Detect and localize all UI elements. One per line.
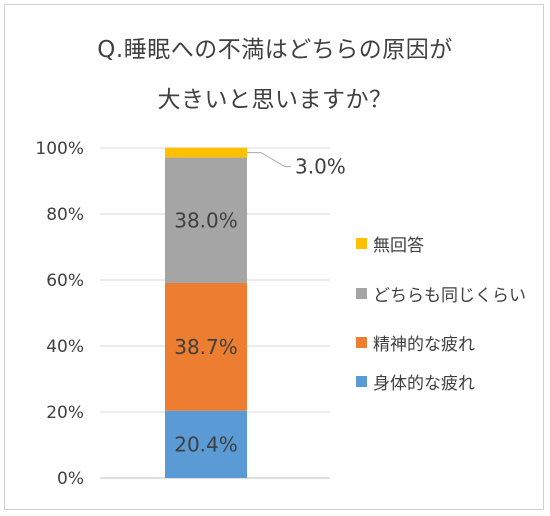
legend-label: どちらも同じくらい xyxy=(373,285,526,306)
legend-swatch xyxy=(356,375,367,387)
legend-item: 身体的な疲れ xyxy=(356,370,475,394)
legend-item: 精神的な疲れ xyxy=(356,331,475,355)
bar-segment xyxy=(165,282,247,411)
chart-title-line-1: Q.睡眠への不満はどちらの原因が xyxy=(97,37,453,63)
y-tick-label: 80% xyxy=(46,205,84,225)
legend-swatch xyxy=(356,336,367,348)
y-tick-label: 0% xyxy=(57,469,84,489)
bar-segment xyxy=(165,147,247,158)
y-tick-label: 100% xyxy=(35,139,84,159)
legend-swatch xyxy=(356,237,367,249)
y-tick-label: 40% xyxy=(46,337,84,357)
legend-label: 精神的な疲れ xyxy=(373,334,475,355)
bar-segment xyxy=(165,410,247,478)
legend-label: 無回答 xyxy=(373,235,424,256)
data-label: 38.7% xyxy=(174,335,238,359)
legend-item: どちらも同じくらい xyxy=(356,282,526,306)
y-tick-label: 60% xyxy=(46,271,84,291)
legend-item: 無回答 xyxy=(356,232,424,256)
y-tick-label: 20% xyxy=(46,403,84,423)
data-label: 3.0% xyxy=(295,155,346,179)
chart-frame xyxy=(4,4,544,510)
data-label: 38.0% xyxy=(174,208,238,232)
bar-segment xyxy=(165,157,247,283)
chart-title-line-2: 大きいと思いますか？ xyxy=(157,87,393,113)
legend-swatch xyxy=(356,287,367,299)
data-label: 20.4% xyxy=(174,432,238,456)
leader-line xyxy=(247,152,291,168)
legend-label: 身体的な疲れ xyxy=(373,373,475,394)
